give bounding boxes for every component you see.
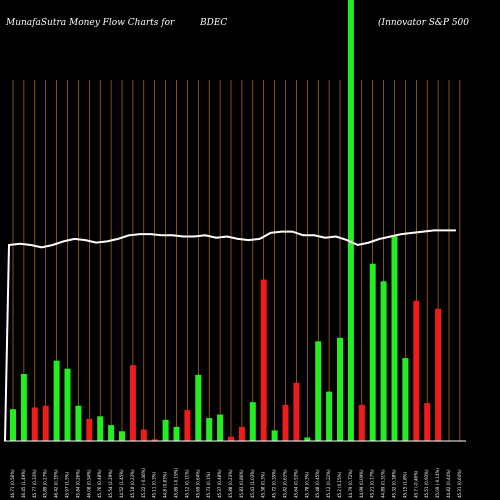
bar-23 xyxy=(260,279,267,441)
x-tick-label: 45.82 (0.63%) xyxy=(283,469,288,498)
bar-15 xyxy=(173,426,180,441)
bar-31 xyxy=(347,0,354,441)
bar-12 xyxy=(140,429,147,441)
x-tick-label: 45.32 (0.38%) xyxy=(392,469,397,498)
bar-19 xyxy=(217,414,224,441)
x-tick-label: 45.31 (0.64%) xyxy=(457,469,462,498)
bar-14 xyxy=(162,419,169,441)
bar-24 xyxy=(271,430,278,441)
x-tick-label: 45.43 (1.03%) xyxy=(250,469,255,498)
x-tick-label: 45.76 (0.48%) xyxy=(97,469,102,498)
x-tick-label: 45.18 (0.23%) xyxy=(130,469,135,498)
bar-0 xyxy=(10,409,16,441)
bar-38 xyxy=(424,403,431,441)
x-tick-label: 45.97 (1.5%) xyxy=(65,472,70,498)
bar-13 xyxy=(151,439,158,441)
bar-28 xyxy=(315,341,322,441)
x-tick-label: 45.12 (0.22%) xyxy=(326,469,331,498)
x-tick-label: 45.22 (-0.46%) xyxy=(141,468,146,498)
bar-16 xyxy=(184,410,191,441)
bar-37 xyxy=(413,300,420,441)
x-tick-label: 46.45 (1.49%) xyxy=(21,469,26,498)
x-tick-label: 45.37 (0.48%) xyxy=(217,469,222,498)
bar-33 xyxy=(369,263,376,441)
bar-27 xyxy=(304,437,311,441)
x-tick-label: 45.73 (0.1%) xyxy=(206,472,211,498)
bar-1 xyxy=(20,373,27,441)
x-tick-label: 45.64 (0.53%) xyxy=(293,469,298,498)
bar-3 xyxy=(42,405,49,441)
bar-20 xyxy=(228,436,234,441)
bar-5 xyxy=(64,368,71,441)
x-tick-label: 45.7 (-0.46%) xyxy=(413,470,418,498)
x-tick-label: 45.72 (0.35%) xyxy=(272,469,277,498)
price-line xyxy=(4,229,456,442)
x-tick-label: 46.71 (0.56%) xyxy=(10,469,15,498)
bar-17 xyxy=(195,374,202,441)
x-tick-label: 46.08 (0.54%) xyxy=(86,469,91,498)
x-tick-labels: 46.71 (0.56%) 46.45 (1.49%) 45.77 (0.33%) 4… xyxy=(10,468,462,498)
x-tick-label: 45.88 (0.23%) xyxy=(228,469,233,498)
bar-21 xyxy=(238,426,245,441)
x-tick-label: 45.12 (0.11%) xyxy=(184,469,189,498)
x-tick-label: 45.48 (0.45%) xyxy=(315,469,320,498)
x-tick-label: 45.84 (0.26%) xyxy=(75,469,80,498)
bar-4 xyxy=(53,360,60,441)
x-tick-label: 45.11 (0.3%) xyxy=(152,472,157,498)
x-tick-label: 45.78 (0.3%) xyxy=(304,472,309,498)
bar-9 xyxy=(108,425,115,441)
bar-35 xyxy=(391,236,398,441)
header-center: BDEC xyxy=(199,18,227,28)
bar-29 xyxy=(326,391,333,441)
bar-8 xyxy=(97,416,104,441)
bar-25 xyxy=(282,404,289,441)
bar-2 xyxy=(31,407,38,441)
x-tick-label: 45.38 (0.3%) xyxy=(261,472,266,498)
bar-6 xyxy=(75,405,82,441)
x-tick-label: 44.79 (0.72%) xyxy=(348,469,353,498)
bar-11 xyxy=(129,365,136,441)
header-right: (Innovator S&P 500 xyxy=(378,17,469,28)
bar-34 xyxy=(380,281,387,441)
bar-30 xyxy=(337,337,343,441)
header-left: MunafaSutra Money Flow Charts for xyxy=(5,18,175,28)
x-tick-label: 45.89 (0.27%) xyxy=(43,469,48,498)
bar-series xyxy=(10,0,442,441)
x-tick-label: 45.83 (0.86%) xyxy=(239,469,244,498)
x-tick-label: 45.2 (0.15%) xyxy=(337,472,342,498)
x-tick-label: 45.51 (0.93%) xyxy=(424,469,429,498)
x-tick-label: 44.8 (0.83%) xyxy=(163,472,168,498)
bar-10 xyxy=(119,431,125,441)
x-tick-label: 45.21 (0.17%) xyxy=(370,469,375,498)
x-tick-label: 45.69 (0.64%) xyxy=(195,469,200,498)
x-tick-label: 44.52 (1.45%) xyxy=(119,469,124,498)
x-tick-label: 44.99 (0.09%) xyxy=(359,469,364,498)
x-tick-label: 45.54 (2.29%) xyxy=(108,469,113,498)
bar-36 xyxy=(402,358,409,441)
x-tick-label: 45.09 (-0.14%) xyxy=(435,468,440,498)
x-tick-label: 45.89 (-0.19%) xyxy=(174,468,179,498)
x-tick-label: 44.82 (0.44%) xyxy=(446,469,451,498)
x-tick-label: 46.42 (0.35%) xyxy=(54,469,59,498)
x-tick-label: 45.77 (0.33%) xyxy=(32,469,37,498)
x-tick-label: 45.15 (1.8%) xyxy=(402,472,407,498)
bar-32 xyxy=(358,404,365,441)
x-tick-label: 44.89 (0.31%) xyxy=(381,469,386,498)
bar-18 xyxy=(206,418,213,441)
bar-39 xyxy=(435,308,442,441)
bar-26 xyxy=(293,382,300,441)
bar-22 xyxy=(249,402,256,441)
bar-7 xyxy=(86,418,93,441)
